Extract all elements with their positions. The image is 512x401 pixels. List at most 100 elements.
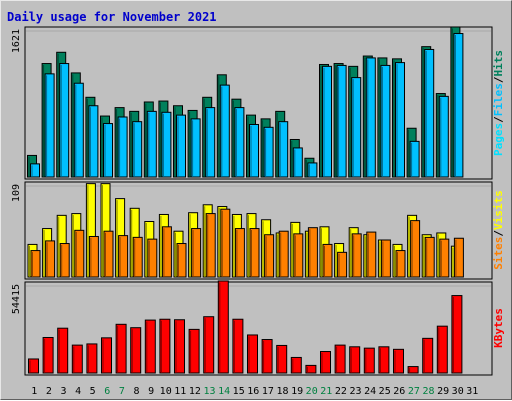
files-bar (395, 62, 405, 178)
hits-files-pages-day-8 (129, 110, 143, 178)
files-bar (219, 84, 230, 178)
hits-files-pages-day-29 (435, 93, 449, 178)
hits-files-pages-day-5 (85, 96, 99, 178)
sites-bar (161, 226, 172, 278)
kbytes-day-8 (130, 327, 142, 374)
hits-files-pages-day-11 (173, 105, 186, 178)
kbytes-legend: KBytes (492, 308, 505, 348)
kbytes-day-7 (115, 323, 127, 374)
kbytes-max-label: 54415 (11, 284, 22, 314)
day-label-30: 30 (452, 386, 464, 397)
kbytes-bar (422, 337, 434, 374)
sites-bar (147, 238, 158, 278)
visits-sites-day-24 (363, 231, 377, 278)
kbytes-bar (378, 346, 390, 374)
hits-files-pages-day-30 (450, 26, 464, 178)
kbytes-bar (320, 351, 331, 374)
kbytes-day-26 (393, 348, 404, 374)
files-bar (30, 163, 40, 178)
day-label-12: 12 (189, 386, 201, 397)
kbytes-bar (159, 318, 171, 374)
hits-legend-label: Hits (492, 50, 505, 77)
visits-sites-day-19 (290, 221, 304, 278)
day-label-7: 7 (119, 386, 125, 397)
sites-bar (337, 251, 348, 278)
kbytes-day-29 (436, 325, 448, 374)
day-label-3: 3 (60, 386, 66, 397)
visits-sites-day-3 (56, 214, 70, 278)
hits-files-pages-day-10 (158, 100, 172, 178)
hits-files-pages-day-19 (289, 138, 303, 178)
visits-sites-day-22 (334, 243, 348, 278)
kbytes-day-2 (42, 336, 54, 374)
sites-bar (191, 228, 202, 278)
kbytes-day-23 (349, 346, 361, 374)
kbytes-day-15 (232, 318, 244, 374)
kbytes-bar (42, 336, 54, 374)
kbytes-day-28 (422, 337, 434, 374)
kbytes-day-21 (320, 351, 331, 374)
visits-sites-day-29 (436, 232, 450, 278)
hits-files-pages-day-6 (100, 115, 113, 178)
visits-sites-day-21 (319, 226, 333, 278)
sites-bar (220, 208, 231, 278)
files-bar (59, 63, 70, 178)
day-label-8: 8 (133, 386, 139, 397)
visits-sites-day-8 (129, 207, 143, 278)
day-label-26: 26 (393, 386, 405, 397)
day-label-23: 23 (349, 386, 361, 397)
hits-files-pages-day-12 (187, 109, 201, 178)
kbytes-day-17 (261, 339, 273, 374)
day-label-31: 31 (466, 386, 478, 397)
kbytes-day-12 (188, 328, 200, 374)
day-label-15: 15 (233, 386, 245, 397)
kbytes-bar (305, 364, 317, 374)
files-bar (424, 48, 435, 178)
kbytes-bar (363, 347, 375, 374)
day-label-16: 16 (247, 386, 259, 397)
kbytes-day-27 (407, 366, 419, 374)
kbytes-bar (451, 295, 463, 374)
files-bar (438, 95, 449, 178)
hits-files-pages-day-18 (275, 110, 289, 178)
hits-files-pages-day-21 (319, 63, 332, 178)
sites-bar (45, 240, 56, 278)
visits-sites-legend: Sites/Visits (492, 190, 505, 270)
day-label-27: 27 (408, 386, 420, 397)
kbytes-bar (217, 280, 229, 374)
kbytes-day-10 (159, 318, 171, 374)
hits-files-pages-day-16 (246, 114, 259, 178)
sites-bar (74, 229, 85, 278)
visits-sites-day-23 (348, 227, 362, 278)
hits-files-pages-day-26 (392, 58, 405, 178)
files-bar (365, 57, 376, 178)
hits-files-pages-day-9 (143, 101, 157, 178)
files-bar (190, 118, 201, 178)
files-legend-label: Files (492, 83, 505, 116)
day-label-5: 5 (90, 386, 96, 397)
day-label-11: 11 (174, 386, 186, 397)
day-label-14: 14 (218, 386, 230, 397)
sites-bar (132, 236, 143, 278)
day-label-28: 28 (422, 386, 434, 397)
kbytes-bar (57, 327, 69, 374)
day-label-24: 24 (364, 386, 376, 397)
files-bar (263, 126, 274, 178)
files-bar (103, 123, 113, 178)
sites-bar (439, 238, 450, 278)
sites-bar (59, 243, 70, 278)
sites-bar (103, 230, 114, 278)
visits-sites-day-27 (407, 214, 421, 278)
sites-bar (322, 243, 333, 278)
sites-bar (118, 235, 129, 278)
kbytes-bar (247, 334, 258, 374)
hits-files-pages-day-7 (114, 107, 128, 178)
sites-bar (380, 239, 391, 278)
day-label-22: 22 (335, 386, 347, 397)
hits-files-pages-day-14 (216, 74, 230, 178)
hits-files-pages-day-25 (377, 57, 391, 178)
hits-files-pages-day-20 (304, 157, 318, 178)
visits-sites-day-18 (275, 230, 289, 278)
visits-sites-day-2 (42, 228, 56, 278)
